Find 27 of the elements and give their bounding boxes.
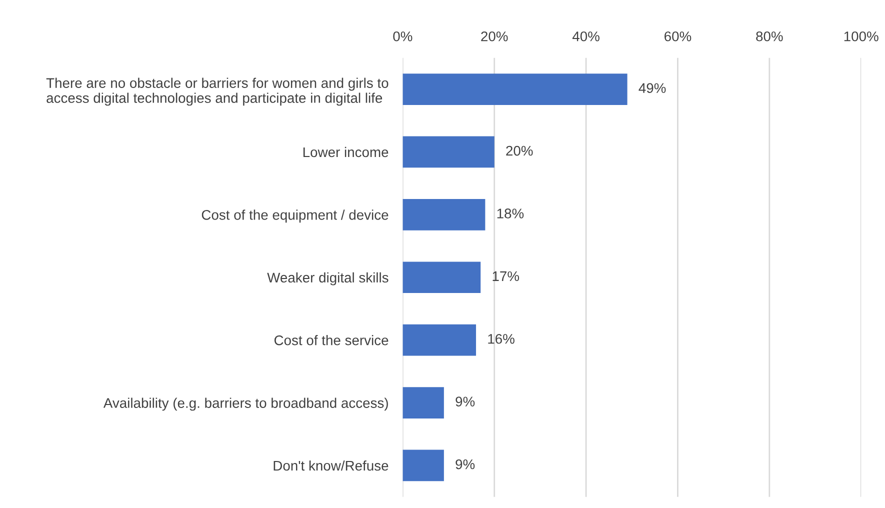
y-tick-label: Weaker digital skills [267,272,388,286]
data-label: 49% [638,83,666,93]
bar [402,324,476,356]
x-tick-label: 40% [572,31,600,42]
y-tick-label: There are no obstacle or barriers for women and girls to access digital technologies and participate in digital life [46,78,388,106]
bar [402,136,494,168]
data-label: 9% [456,396,475,406]
bar [402,450,444,482]
x-tick-label: 80% [756,31,783,42]
data-label: 20% [506,146,533,156]
y-tick-label: Don't know/Refuse [274,460,388,471]
bar [402,262,481,294]
x-tick-label: 20% [481,31,508,42]
x-tick-label: 60% [664,31,692,42]
data-label: 17% [492,271,520,282]
bar [402,198,486,230]
data-label: 16% [488,334,514,344]
y-tick-label: Cost of the service [274,335,388,346]
x-tick-label: 100% [844,31,878,42]
x-tick-label: 0% [393,31,412,42]
bar [402,74,628,105]
y-tick-label: Availability (e.g. barriers to broadband access) [103,398,388,411]
y-tick-label: Lower income [303,146,388,158]
bar [402,387,444,418]
data-label: 9% [456,459,475,470]
y-tick-label: Cost of the equipment / device [202,210,388,223]
data-label: 18% [497,208,524,218]
